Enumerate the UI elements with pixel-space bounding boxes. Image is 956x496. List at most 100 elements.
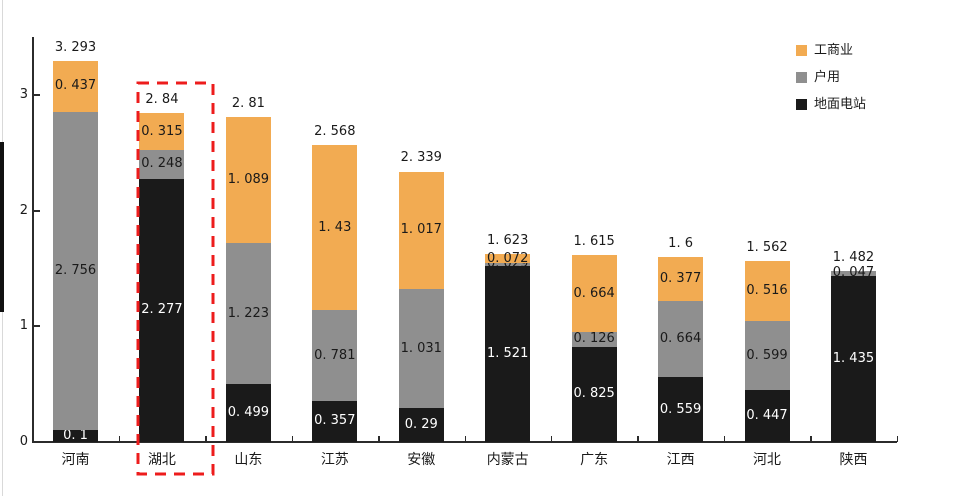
segment-value-label: 0. 781 <box>314 347 356 363</box>
x-category-label: 陕西 <box>839 452 868 468</box>
y-tick <box>34 441 41 443</box>
bar-segment-地面电站 <box>744 390 790 442</box>
x-tick <box>550 436 553 442</box>
y-tick-label: 3 <box>19 86 28 102</box>
bar-total-label: 2. 339 <box>400 150 442 166</box>
bar-segment-户用 <box>225 242 271 385</box>
segment-value-label: 0. 437 <box>54 78 97 94</box>
y-tick <box>34 93 41 96</box>
y-axis-line <box>32 37 35 442</box>
x-tick <box>378 436 380 442</box>
segment-value-label: 0. 447 <box>746 408 788 424</box>
x-tick <box>32 436 34 442</box>
x-category-label: 内蒙古 <box>486 452 529 468</box>
segment-value-label: 0. 29 <box>404 417 438 433</box>
segment-value-label: 1. 089 <box>227 171 270 187</box>
bar-segment-户用 <box>485 262 531 267</box>
legend-label: 户用 <box>814 70 841 85</box>
y-tick <box>34 325 41 328</box>
bar-total-label: 2. 81 <box>231 95 265 111</box>
bar-total-label: 1. 615 <box>573 234 615 250</box>
legend-item: 地面电站 <box>796 98 866 111</box>
segment-value-label: 0. 599 <box>746 347 788 363</box>
y-tick-label: 0 <box>19 434 28 449</box>
bar-total-label: 2. 84 <box>145 92 179 108</box>
x-tick <box>723 436 726 442</box>
legend-swatch-icon <box>796 99 807 110</box>
segment-value-label: 1. 031 <box>400 340 442 356</box>
bar-segment-工商业 <box>139 113 185 150</box>
y-tick-label: 1 <box>19 318 28 334</box>
legend: 工商业户用地面电站 <box>796 44 866 125</box>
segment-value-label: 0. 357 <box>314 413 356 429</box>
segment-value-label: 0. 664 <box>659 330 702 346</box>
x-category-label: 广东 <box>580 452 609 468</box>
bar-segment-户用 <box>830 270 876 276</box>
segment-value-label: 1. 223 <box>227 305 270 321</box>
bar-segment-户用 <box>658 300 704 378</box>
bar-segment-户用 <box>139 149 185 179</box>
bar-segment-户用 <box>312 310 358 401</box>
segment-value-label: 0. 047 <box>832 265 875 281</box>
x-tick <box>810 436 812 442</box>
bar-segment-工商业 <box>744 261 790 321</box>
highlight-dashed-box <box>136 81 215 476</box>
bar-segment-地面电站 <box>398 408 444 442</box>
segment-value-label: 1. 435 <box>832 351 875 366</box>
segment-value-label: 0. 559 <box>659 401 702 417</box>
segment-value-label: 0. 825 <box>573 386 615 402</box>
bar-total-label: 1. 6 <box>668 235 693 251</box>
segment-value-label: 0. 248 <box>141 156 183 172</box>
segment-value-label: 0. 516 <box>746 283 788 299</box>
legend-swatch-icon <box>796 72 807 83</box>
segment-value-label: 0. 126 <box>573 331 615 347</box>
bar-total-label: 3. 293 <box>54 40 97 55</box>
window-edge-bar <box>0 142 4 312</box>
segment-value-label: 2. 756 <box>54 263 97 278</box>
bar-segment-地面电站 <box>485 266 531 442</box>
bar-segment-户用 <box>53 111 98 431</box>
x-tick <box>291 436 294 442</box>
bar-total-label: 2. 568 <box>314 123 356 139</box>
x-tick <box>205 436 207 442</box>
legend-item: 户用 <box>796 71 866 84</box>
segment-value-label: 0. 315 <box>141 123 183 139</box>
bar-segment-户用 <box>571 331 617 347</box>
bar-segment-地面电站 <box>312 400 358 442</box>
bar-segment-工商业 <box>658 256 704 301</box>
bar-segment-工商业 <box>571 255 617 332</box>
x-axis-line <box>32 441 898 443</box>
legend-swatch-icon <box>796 45 807 56</box>
bar-segment-地面电站 <box>225 384 271 442</box>
segment-value-label: 1. 017 <box>400 222 442 238</box>
x-category-label: 河北 <box>753 452 782 468</box>
x-tick <box>896 436 899 442</box>
segment-value-label: 2. 277 <box>141 302 183 318</box>
x-category-label: 河南 <box>61 452 90 468</box>
legend-item: 工商业 <box>796 44 866 57</box>
y-tick-label: 2 <box>19 202 28 218</box>
segment-value-label: 0. 377 <box>659 270 702 286</box>
x-tick <box>637 436 639 442</box>
bar-segment-工商业 <box>485 254 531 263</box>
bar-segment-地面电站 <box>658 377 704 442</box>
x-category-label: 江西 <box>666 452 695 468</box>
bar-segment-工商业 <box>53 61 98 112</box>
bar-segment-工商业 <box>312 144 358 311</box>
segment-value-label: 0. 072 <box>487 250 529 266</box>
bar-segment-地面电站 <box>571 346 617 442</box>
x-tick <box>464 436 466 442</box>
x-category-label: 江苏 <box>320 452 349 468</box>
x-category-label: 安徽 <box>407 452 436 468</box>
segment-value-label: 1. 521 <box>487 346 529 362</box>
segment-value-label: 0. 499 <box>227 405 270 421</box>
x-category-label: 山东 <box>234 452 263 468</box>
bar-segment-地面电站 <box>139 178 185 442</box>
segment-value-label: 0. 1 <box>63 428 88 444</box>
segment-value-label: 1. 43 <box>318 219 352 235</box>
legend-label: 地面电站 <box>814 97 867 112</box>
bar-segment-工商业 <box>225 116 271 243</box>
bar-segment-户用 <box>398 289 444 409</box>
bar-total-label: 1. 482 <box>832 249 875 265</box>
